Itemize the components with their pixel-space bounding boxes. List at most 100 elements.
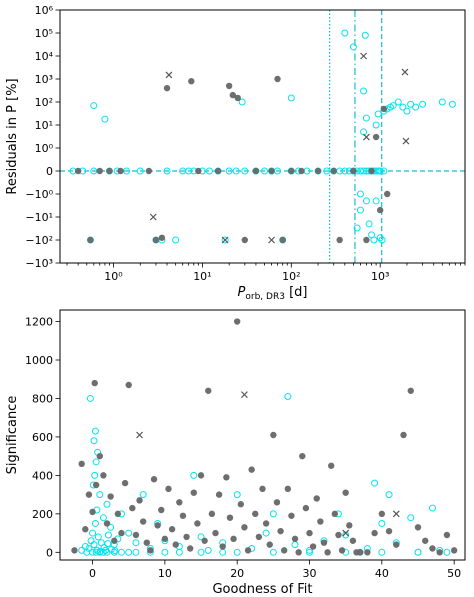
x-tick-label: 40 [375, 567, 389, 580]
data-point [103, 520, 111, 527]
data-point [401, 68, 409, 76]
data-point [280, 547, 288, 554]
data-point [89, 529, 97, 537]
data-point [361, 31, 369, 39]
data-point [106, 167, 113, 175]
data-point [225, 167, 233, 175]
data-point [78, 460, 85, 468]
data-point [195, 167, 202, 175]
y-tick-label: 0 [46, 546, 53, 559]
data-point [96, 452, 103, 460]
data-point [284, 393, 292, 401]
data-point [100, 472, 107, 479]
x-tick-label: 0 [89, 567, 96, 580]
y-tick-label: −10² [25, 234, 53, 247]
data-point [412, 103, 420, 111]
data-point [365, 220, 373, 228]
data-point [96, 491, 104, 499]
data-point [419, 100, 427, 108]
data-point [117, 167, 124, 175]
data-point [362, 133, 370, 141]
y-tick-label: 600 [32, 431, 53, 444]
data-point [136, 167, 144, 175]
data-point [185, 167, 193, 175]
data-point [385, 527, 393, 535]
data-point [378, 236, 386, 244]
data-point [172, 541, 179, 548]
x-tick-label: 30 [303, 567, 317, 580]
data-point [436, 549, 443, 556]
data-point [83, 548, 91, 556]
data-point [284, 485, 292, 493]
y-tick-label: 10⁵ [35, 27, 53, 40]
data-point [89, 508, 96, 516]
data-point [314, 167, 322, 175]
data-point [118, 529, 125, 537]
data-point [163, 84, 171, 92]
data-point [104, 531, 112, 539]
data-point [96, 167, 103, 175]
data-point [277, 527, 284, 535]
data-point [85, 491, 93, 498]
data-point [91, 427, 99, 435]
y-tick-label: −10⁰ [25, 188, 53, 201]
y-tick-label: 10⁴ [35, 50, 54, 63]
data-point [313, 495, 320, 502]
data-point [125, 381, 132, 389]
data-point [392, 510, 400, 518]
data-point [92, 458, 100, 466]
data-point [91, 379, 98, 387]
data-point [414, 524, 422, 531]
data-point [346, 522, 353, 529]
data-point [356, 549, 364, 556]
data-point [147, 547, 154, 554]
x-axis-label-unit: [d] [285, 285, 308, 300]
data-point [370, 236, 378, 244]
data-point [364, 549, 371, 556]
data-point [197, 472, 205, 479]
data-point [306, 548, 314, 556]
data-point [376, 234, 384, 242]
data-point [158, 234, 166, 241]
data-point [96, 548, 104, 556]
data-point [402, 137, 410, 145]
y-tick-label: 200 [32, 508, 53, 521]
data-point [287, 94, 295, 102]
data-point [139, 491, 147, 499]
data-point [266, 541, 273, 548]
data-point [94, 533, 102, 541]
data-point [372, 121, 380, 129]
x-tick-label: 10¹ [193, 270, 211, 283]
data-point [205, 387, 212, 394]
data-point [376, 206, 384, 214]
data-point [197, 533, 205, 541]
data-point [190, 471, 198, 479]
data-point [252, 510, 259, 518]
data-point [335, 531, 342, 539]
data-point [208, 510, 216, 518]
data-point [225, 82, 233, 90]
data-point [241, 236, 249, 244]
data-point [309, 543, 317, 550]
y-axis-label: Significance [5, 396, 20, 475]
data-point [362, 114, 370, 122]
data-point [362, 197, 370, 205]
data-point [336, 236, 343, 244]
data-point [288, 512, 295, 519]
data-point [132, 539, 140, 547]
data-point [234, 94, 241, 102]
data-point [136, 431, 143, 439]
data-point [183, 533, 190, 541]
data-point [353, 224, 361, 232]
data-point [232, 167, 240, 175]
data-point [328, 462, 335, 469]
data-point [400, 431, 407, 439]
data-point [338, 547, 346, 554]
data-point [376, 167, 384, 175]
data-point [143, 539, 150, 546]
x-tick-label: 10⁰ [104, 270, 123, 283]
y-tick-label: −10³ [25, 257, 53, 270]
data-point [71, 547, 78, 554]
data-point [261, 167, 269, 175]
data-point [194, 520, 201, 527]
